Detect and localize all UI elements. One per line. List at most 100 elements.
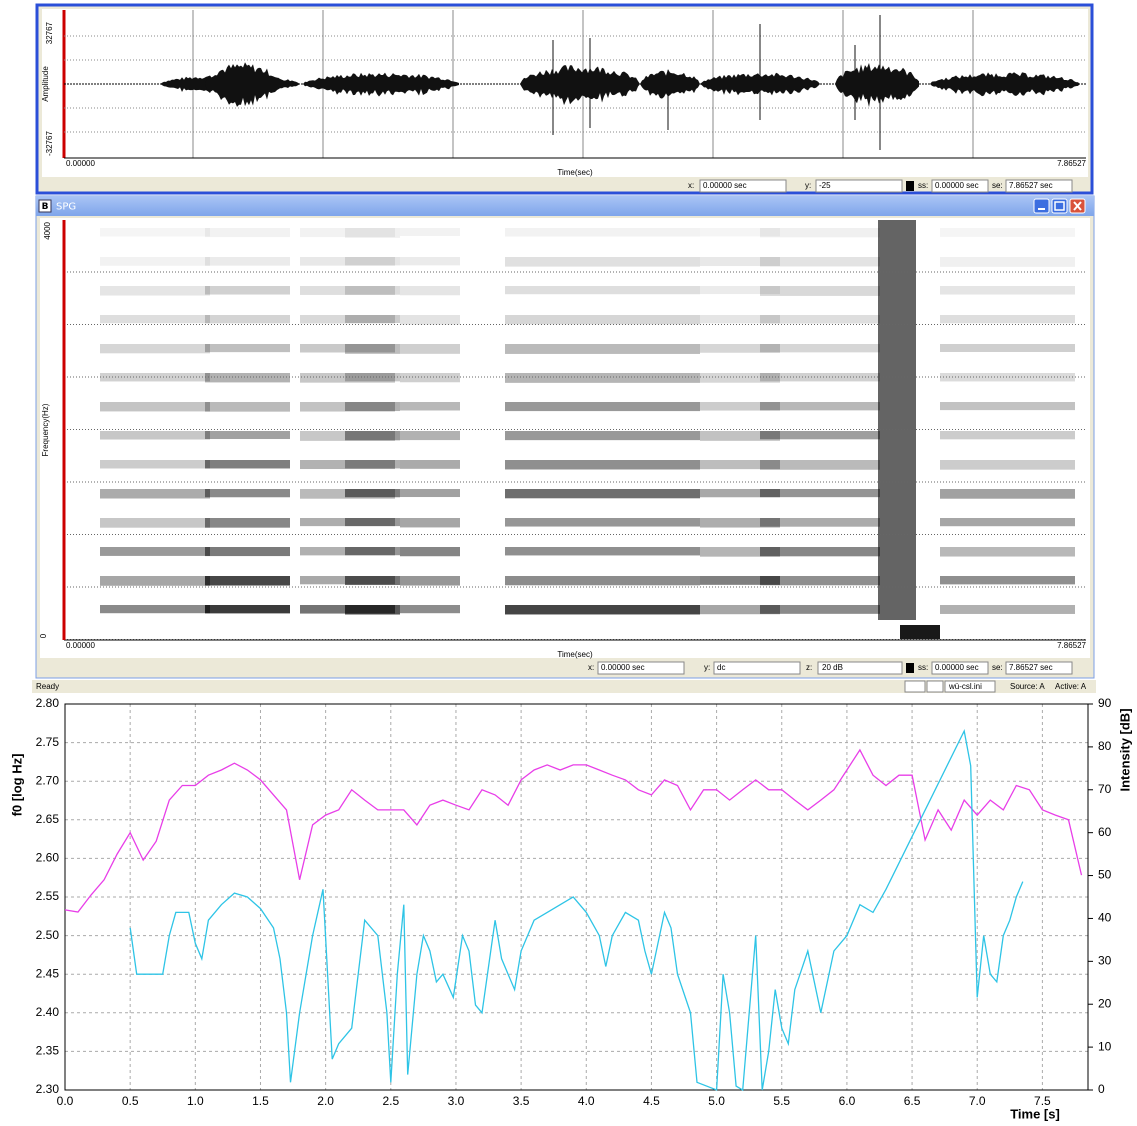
status-row: x: 0.00000 sec y: dc z: 20 dB ss: 0.0000… — [588, 661, 1073, 675]
waveform-burst — [520, 65, 640, 106]
plot-frame — [64, 703, 1089, 1091]
harmonic — [760, 402, 880, 411]
y-tick-label: 2.50 — [36, 928, 60, 942]
harmonic — [940, 315, 1075, 324]
harmonic — [760, 228, 880, 238]
label: se: — [992, 663, 1003, 672]
y-min: -32767 — [45, 131, 54, 156]
waveform-burst — [930, 72, 1080, 97]
status-text: Ready — [36, 682, 59, 691]
harmonic — [760, 315, 880, 324]
harmonic — [345, 605, 400, 615]
harmonic — [760, 431, 880, 440]
harmonic — [940, 605, 1075, 614]
harmonic — [205, 605, 290, 614]
harmonic — [700, 315, 780, 324]
harmonic — [345, 257, 400, 266]
harmonic — [300, 344, 395, 353]
harmonic — [345, 344, 400, 354]
harmonic — [300, 228, 395, 238]
harmonic — [505, 315, 700, 325]
x-start: 0.00000 — [66, 159, 95, 168]
harmonic — [940, 402, 1075, 411]
harmonic — [760, 460, 880, 470]
harmonic — [760, 518, 880, 527]
status-bar: Ready wü-csl.ini Source: A Active: A — [32, 680, 1096, 693]
field — [713, 661, 801, 675]
y-tick-label: 2.60 — [36, 851, 60, 865]
harmonic — [205, 576, 290, 586]
y2-tick-label: 80 — [1098, 739, 1112, 753]
harmonic — [100, 402, 210, 412]
waveform-burst — [835, 63, 919, 108]
harmonic — [100, 344, 210, 354]
label: x: — [688, 181, 694, 190]
x-start: 0.00000 — [66, 641, 95, 650]
harmonic — [700, 228, 780, 237]
y-label: Frequency(Hz) — [41, 403, 50, 456]
harmonic — [700, 547, 780, 557]
field — [1005, 661, 1073, 675]
harmonic — [345, 489, 400, 498]
swatch — [906, 181, 914, 191]
swatch — [906, 663, 914, 673]
harmonic — [100, 576, 210, 586]
harmonic — [940, 460, 1075, 470]
field — [815, 179, 903, 193]
harmonic — [940, 489, 1075, 499]
harmonic — [205, 460, 290, 469]
harmonic — [300, 373, 395, 383]
harmonic — [505, 547, 700, 556]
y2-tick-label: 0 — [1098, 1082, 1105, 1096]
value: 0.00000 sec — [935, 181, 979, 190]
harmonic — [400, 257, 460, 266]
y-tick-label: 2.40 — [36, 1005, 60, 1019]
source: Source: A — [1010, 682, 1045, 691]
harmonic — [940, 344, 1075, 353]
x-tick-label: 0.0 — [57, 1094, 74, 1108]
status-row: x: 0.00000 sec y: -25 ss: 0.00000 sec se… — [688, 179, 1073, 193]
y-tick-label: 2.70 — [36, 773, 60, 787]
x-label: Time(sec) — [557, 650, 593, 659]
field — [699, 179, 787, 193]
harmonic — [400, 460, 460, 469]
y-min: 0 — [39, 633, 48, 638]
harmonic — [400, 228, 460, 237]
harmonic — [205, 228, 290, 238]
x-axis-title: Time [s] — [1010, 1106, 1060, 1121]
harmonic — [760, 489, 880, 498]
harmonic — [400, 315, 460, 325]
window-icon-box — [38, 199, 52, 213]
harmonic — [505, 402, 700, 412]
harmonic — [505, 228, 700, 237]
y2-tick-label: 20 — [1098, 996, 1112, 1010]
harmonic — [400, 344, 460, 354]
harmonic — [940, 228, 1075, 237]
x-tick-label: 1.5 — [252, 1094, 269, 1108]
harmonic — [345, 402, 400, 412]
harmonic — [400, 576, 460, 586]
harmonic — [700, 373, 780, 383]
y2-tick-label: 10 — [1098, 1039, 1112, 1053]
harmonic — [345, 315, 400, 324]
minimize-button[interactable] — [1033, 198, 1050, 214]
harmonic — [760, 257, 880, 267]
field — [926, 680, 944, 693]
harmonic — [700, 402, 780, 411]
field — [931, 661, 989, 675]
harmonic — [205, 518, 290, 528]
x-end: 7.86527 — [1057, 159, 1086, 168]
harmonic — [940, 518, 1075, 527]
harmonic — [345, 460, 400, 469]
window-title: SPG — [56, 202, 76, 213]
formant-band — [900, 625, 940, 639]
series-line — [64, 748, 1083, 913]
harmonic — [205, 315, 290, 324]
harmonic — [400, 518, 460, 528]
harmonic — [505, 286, 700, 295]
y2-tick-label: 50 — [1098, 868, 1112, 882]
harmonic — [300, 547, 395, 556]
harmonic — [700, 489, 780, 498]
harmonic — [700, 257, 780, 267]
